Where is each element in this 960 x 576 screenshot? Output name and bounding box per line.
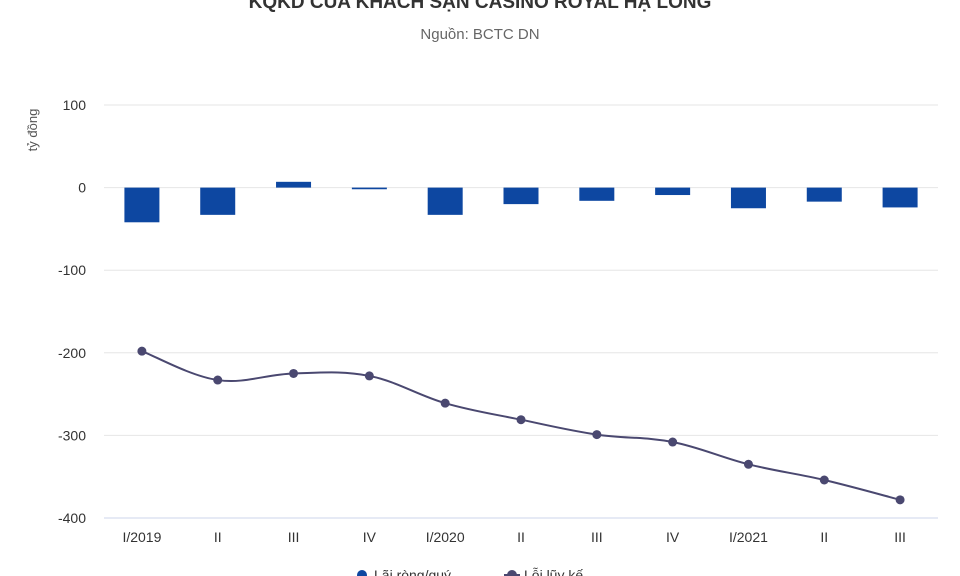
line-point [516,415,526,425]
bar [276,181,312,188]
legend-label: Lãi ròng/quý [374,567,451,576]
y-axis-label: tỷ đồng [25,109,40,152]
bar [882,187,918,208]
line-point [668,437,678,447]
y-tick-label: 0 [78,180,86,196]
bar [427,187,463,215]
line-point [743,459,753,469]
legend-item[interactable]: Lãi ròng/quý [357,567,451,576]
line-point [137,346,147,356]
bar [655,187,691,196]
y-tick-label: -400 [58,510,86,526]
x-tick-label: II [214,529,222,545]
x-tick-label: II [820,529,828,545]
x-tick-label: IV [363,529,377,545]
line-series [137,346,905,505]
chart-title: KQKD CỦA KHÁCH SẠN CASINO ROYAL HẠ LONG [249,0,712,13]
line-point [364,371,374,381]
bar [503,187,539,205]
x-tick-labels: I/2019 II III IV I/2020 II III IV I/2021 II III [122,529,905,545]
y-tick-label: -200 [58,345,86,361]
bar [579,187,615,201]
x-tick-label: III [288,529,300,545]
line-point [213,375,223,385]
x-tick-label: III [894,529,906,545]
line-point [592,430,602,440]
x-tick-label: I/2021 [729,529,768,545]
series-line [141,350,901,501]
x-tick-label: IV [666,529,680,545]
line-point [819,475,829,485]
bar-series [124,181,918,223]
x-tick-label: III [591,529,603,545]
chart-subtitle: Nguồn: BCTC DN [420,26,539,43]
line-point [440,398,450,408]
legend[interactable]: Lãi ròng/quý Lỗi lũy kế [357,567,583,576]
bar [806,187,842,202]
legend-label: Lỗi lũy kế [524,567,583,576]
y-tick-label: 100 [63,97,87,113]
gridlines [104,104,938,519]
y-tick-label: -300 [58,427,86,443]
line-point [895,495,905,505]
y-tick-label: -100 [58,262,86,278]
y-tick-labels: 100 0 -100 -200 -300 -400 [58,97,86,526]
legend-swatch [507,570,517,576]
bar [124,187,160,223]
bar [200,187,236,215]
bar [351,187,387,190]
line-point [289,368,299,378]
x-tick-label: I/2019 [122,529,161,545]
bar [730,187,766,209]
legend-item[interactable]: Lỗi lũy kế [504,567,583,576]
legend-swatch [357,570,367,576]
x-tick-label: I/2020 [426,529,465,545]
x-tick-label: II [517,529,525,545]
